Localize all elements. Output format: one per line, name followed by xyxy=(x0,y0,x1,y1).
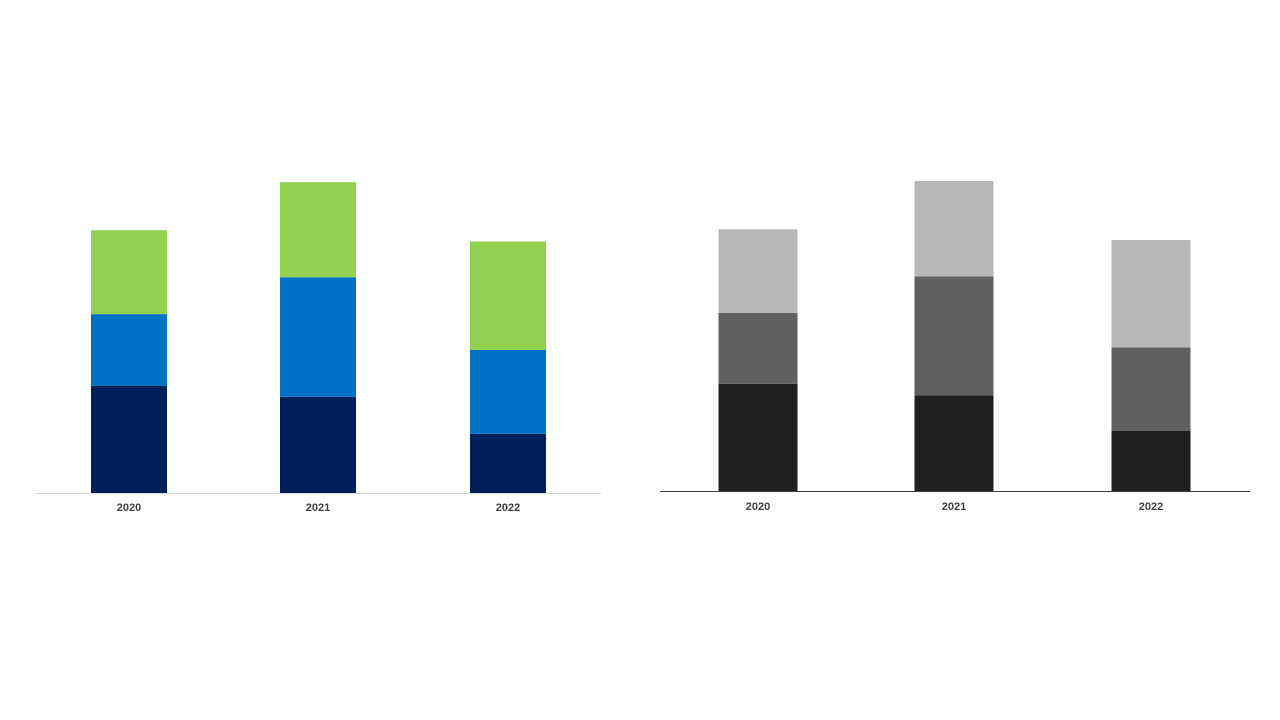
bar-segment-2020-series-1 xyxy=(91,385,167,493)
bar-segment-2021-series-3 xyxy=(914,181,994,277)
bar-segment-2022-series-2 xyxy=(1111,347,1191,431)
bar-segment-2022-series-3 xyxy=(1111,240,1191,348)
x-tick-label-2021: 2021 xyxy=(942,501,966,513)
bar-segment-2021-series-1 xyxy=(280,396,356,493)
x-tick-label-2020: 2020 xyxy=(746,501,770,513)
x-tick-label-2022: 2022 xyxy=(1139,501,1163,513)
x-tick-label-2021: 2021 xyxy=(306,502,330,514)
bar-segment-2020-series-2 xyxy=(718,312,798,384)
bar-segment-2022-series-1 xyxy=(1111,430,1191,491)
bar-segment-2021-series-1 xyxy=(914,395,994,491)
stacked-bar-chart-2: 2020 2021 2022 xyxy=(660,181,1250,513)
stacked-bar-chart-1: 2020 2021 2022 xyxy=(35,182,601,514)
bar-segment-2022-series-3 xyxy=(470,241,546,350)
bar-segment-2021-series-3 xyxy=(280,182,356,278)
x-tick-label-2020: 2020 xyxy=(117,502,141,514)
bar-segment-2021-series-2 xyxy=(280,277,356,397)
bar-segment-2021-series-2 xyxy=(914,276,994,396)
bar-segment-2022-series-2 xyxy=(470,349,546,434)
bar-segment-2020-series-2 xyxy=(91,314,167,386)
bar-segment-2022-series-1 xyxy=(470,433,546,493)
bar-segment-2020-series-1 xyxy=(718,383,798,491)
bar-segment-2020-series-3 xyxy=(718,229,798,313)
x-tick-label-2022: 2022 xyxy=(496,502,520,514)
bar-segment-2020-series-3 xyxy=(91,230,167,315)
